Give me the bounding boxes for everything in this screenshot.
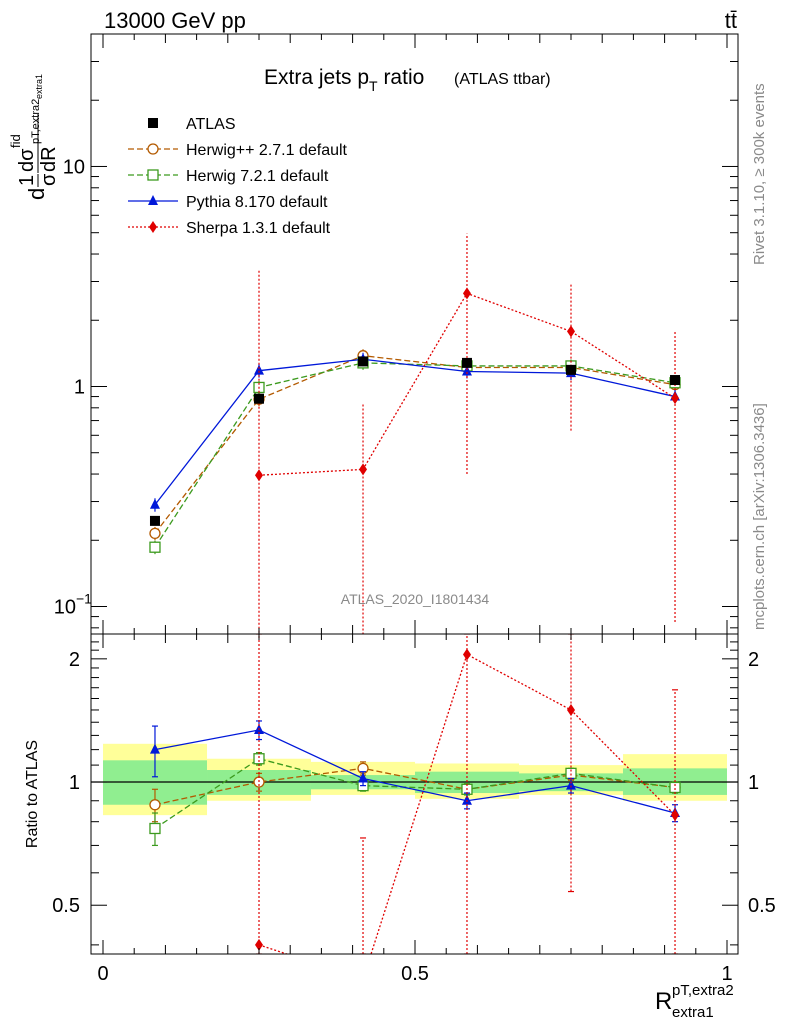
main-series-3: [255, 233, 680, 634]
series-line: [154, 362, 676, 548]
svg-text:extra1: extra1: [672, 1004, 714, 1021]
svg-text:dR: dR: [38, 146, 60, 172]
legend: ATLAS Herwig++ 2.7.1 default Herwig 7.2.…: [128, 116, 348, 237]
svg-text:R: R: [655, 988, 672, 1015]
svg-text:Pythia 8.170 default: Pythia 8.170 default: [186, 194, 328, 211]
ratio-y-tick-label: 2: [69, 649, 80, 671]
data-point: [359, 463, 368, 476]
open-circle-marker-icon: [147, 143, 159, 155]
data-point: [566, 779, 576, 790]
svg-text:Sherpa 1.3.1 default: Sherpa 1.3.1 default: [186, 220, 331, 237]
main-series-1: [149, 356, 681, 555]
data-point: [255, 469, 263, 482]
svg-text:dσ: dσ: [16, 148, 38, 172]
ratio-series-line: [258, 653, 676, 954]
main-series-0: [149, 349, 681, 541]
chart-subtitle: (ATLAS ttbar): [454, 71, 551, 88]
main-y-tick-label: 10: [54, 597, 76, 619]
source-label: mcplots.cern.ch [arXiv:1306.3436]: [751, 403, 768, 630]
atlas-point: [670, 375, 681, 386]
data-point: [462, 287, 471, 300]
svg-text:d: d: [24, 188, 49, 200]
ratio-y-axis-label: Ratio to ATLAS: [24, 740, 41, 848]
legend-entry-atlas: ATLAS: [148, 116, 236, 133]
data-point: [671, 392, 680, 405]
atlas-marker-icon: [148, 118, 158, 128]
legend-entry-herwigpp: Herwig++ 2.7.1 default: [128, 142, 348, 159]
data-point: [149, 822, 161, 835]
legend-entry-herwig7: Herwig 7.2.1 default: [128, 168, 329, 185]
data-point: [462, 648, 471, 661]
ratio-series-line: [154, 758, 676, 830]
data-point: [149, 527, 161, 540]
data-point: [671, 809, 680, 822]
x-tick-label: 0: [97, 963, 108, 985]
series-line: [154, 355, 676, 534]
data-point: [567, 325, 575, 338]
analysis-watermark: ATLAS_2020_I1801434: [341, 591, 490, 607]
filled-triangle-marker-icon: [148, 195, 158, 205]
main-panel: [149, 233, 681, 634]
data-point: [149, 498, 160, 509]
svg-text:pT,extra2: pT,extra2: [30, 99, 42, 144]
data-point: [149, 743, 160, 754]
svg-text:extra1: extra1: [34, 74, 44, 99]
x-axis-label: R pT,extra2 extra1: [655, 982, 734, 1021]
main-y-tick-label: 10: [63, 156, 85, 178]
ratio-panel: [149, 634, 681, 985]
svg-text:Herwig++ 2.7.1 default: Herwig++ 2.7.1 default: [186, 142, 348, 159]
svg-text:ATLAS: ATLAS: [186, 116, 236, 133]
filled-diamond-marker-icon: [149, 221, 157, 233]
ratio-y-tick-label-right: 1: [748, 772, 759, 794]
data-point: [359, 973, 367, 985]
data-point: [253, 753, 265, 765]
data-point: [149, 541, 161, 553]
ratio-series-3: [255, 634, 680, 985]
data-point: [254, 364, 264, 375]
open-square-marker-icon: [147, 169, 159, 181]
x-tick-label: 0.5: [401, 963, 429, 985]
legend-entry-pythia: Pythia 8.170 default: [128, 194, 328, 211]
data-point: [461, 365, 472, 376]
ratio-y-tick-label: 1: [69, 772, 80, 794]
series-line: [154, 358, 676, 506]
legend-entry-sherpa: Sherpa 1.3.1 default: [128, 220, 331, 237]
atlas-point: [254, 393, 264, 404]
data-point: [669, 781, 681, 794]
data-point: [461, 794, 472, 805]
svg-text:fid: fid: [8, 134, 23, 148]
atlas-point: [149, 515, 160, 526]
data-point: [358, 772, 369, 783]
svg-text:Herwig 7.2.1 default: Herwig 7.2.1 default: [186, 168, 329, 185]
ratio-y-tick-label: 0.5: [52, 895, 80, 917]
ratio-y-tick-label-right: 2: [748, 649, 759, 671]
data-point: [149, 799, 161, 811]
atlas-points: [149, 356, 681, 526]
main-y-tick-label-exponent: −1: [76, 591, 92, 607]
rivet-version-label: Rivet 3.1.10, ≥ 300k events: [751, 83, 768, 265]
data-point: [255, 938, 263, 951]
data-point: [567, 703, 575, 716]
ratio-series-line: [154, 767, 676, 806]
main-y-axis-label: d 1 σ dσ fid dR pT,extra2 extra1: [8, 74, 60, 200]
ratio-y-tick-label-right: 0.5: [748, 895, 776, 917]
ratio-series-2: [149, 720, 681, 823]
chart-title: Extra jets pT ratio: [264, 66, 424, 94]
svg-text:σ: σ: [38, 173, 60, 186]
svg-text:1: 1: [16, 175, 38, 186]
header-right-label: tt̄: [725, 8, 737, 33]
header-left-label: 13000 GeV pp: [104, 8, 246, 33]
x-tick-label: 1: [721, 963, 732, 985]
atlas-point: [566, 364, 576, 375]
ratio-series-line: [154, 729, 676, 814]
svg-text:pT,extra2: pT,extra2: [672, 982, 734, 999]
main-y-tick-label: 1: [74, 376, 85, 398]
atlas-point: [358, 356, 369, 367]
atlas-point: [461, 357, 472, 368]
